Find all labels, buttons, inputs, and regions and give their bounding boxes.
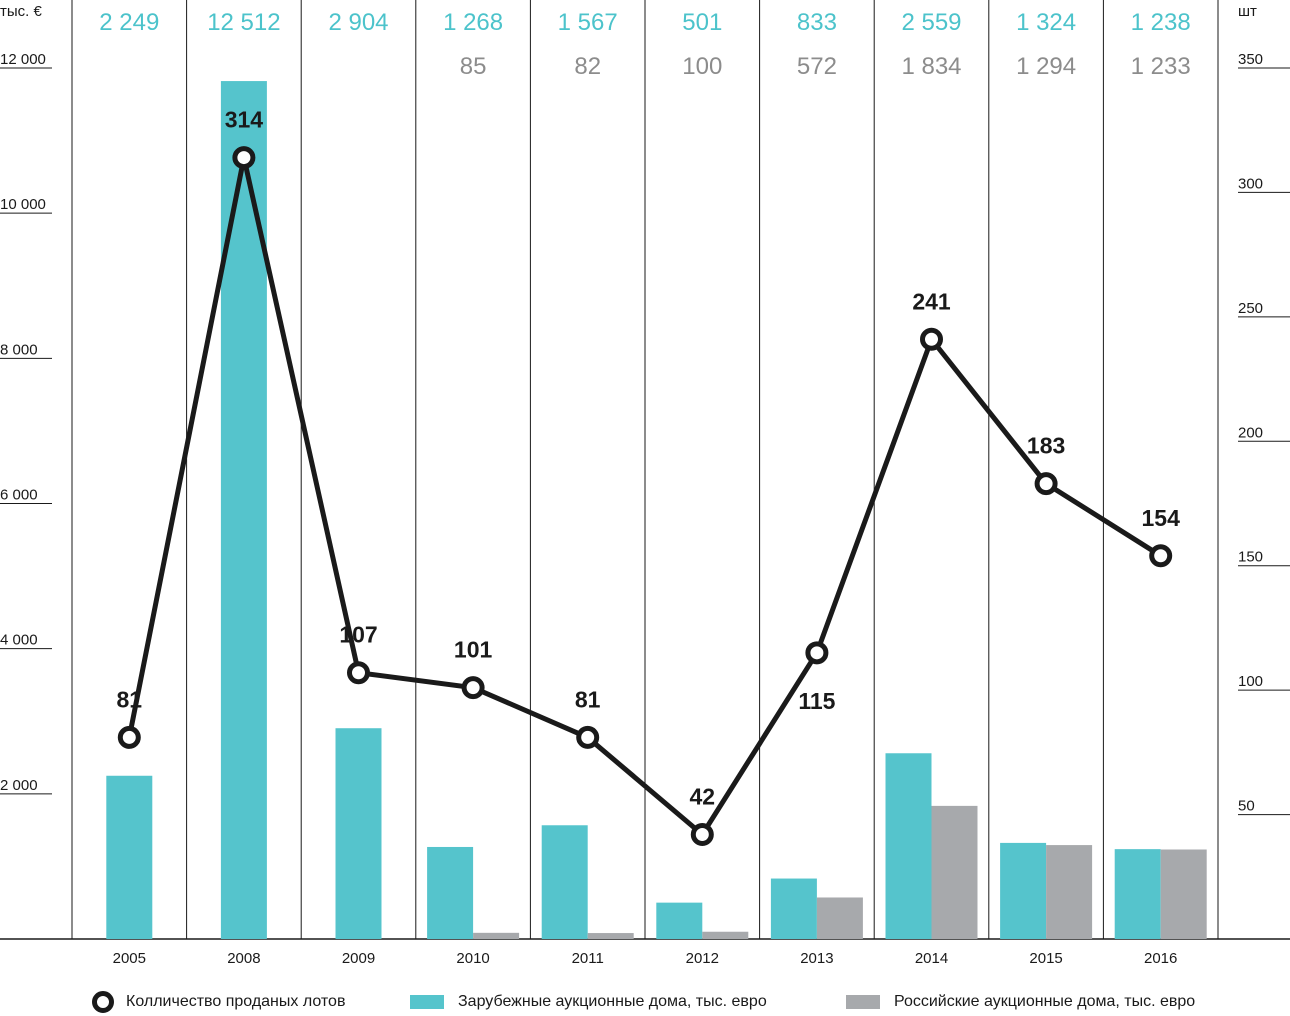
foreign-value-label: 1 324 bbox=[1016, 9, 1076, 36]
lots-value-label: 42 bbox=[690, 783, 716, 809]
right-tick-label: 100 bbox=[1238, 673, 1263, 690]
russian-bar bbox=[473, 932, 520, 939]
russian-bar bbox=[1046, 845, 1093, 939]
grid bbox=[0, 0, 1290, 940]
left-tick-label: 2 000 bbox=[0, 777, 38, 794]
foreign-value-label: 1 238 bbox=[1131, 9, 1191, 36]
foreign-bar bbox=[885, 753, 932, 939]
year-label: 2011 bbox=[572, 950, 604, 967]
right-tick-label: 350 bbox=[1238, 51, 1263, 68]
foreign-bar bbox=[427, 846, 474, 939]
right-tick-label: 150 bbox=[1238, 549, 1263, 566]
legend-circle-icon bbox=[92, 991, 114, 1013]
legend-russian: Российские аукционные дома, тыс. евро bbox=[846, 988, 1195, 1016]
year-label: 2012 bbox=[686, 950, 719, 967]
lots-value-label: 101 bbox=[454, 637, 493, 663]
lots-point bbox=[461, 676, 485, 700]
year-label: 2005 bbox=[113, 950, 146, 967]
russian-value-label: 85 bbox=[460, 53, 487, 80]
russian-value-label: 100 bbox=[682, 53, 722, 80]
legend-russian-label: Российские аукционные дома, тыс. евро bbox=[894, 993, 1196, 1010]
foreign-bar bbox=[541, 825, 588, 939]
bars bbox=[106, 81, 1207, 939]
year-label: 2009 bbox=[342, 950, 375, 967]
foreign-bar bbox=[106, 775, 153, 939]
russian-bar bbox=[931, 805, 978, 939]
lots-point bbox=[347, 661, 370, 685]
year-label: 2008 bbox=[227, 950, 260, 967]
russian-value-label: 1 294 bbox=[1016, 53, 1076, 80]
russian-value-label: 572 bbox=[797, 53, 837, 80]
left-tick-label: 4 000 bbox=[0, 632, 38, 649]
foreign-value-label: 1 268 bbox=[443, 9, 503, 36]
legend-foreign-label: Зарубежные аукционные дома, тыс. евро bbox=[458, 993, 767, 1010]
legend-russian-swatch-icon bbox=[846, 995, 880, 1009]
lots-point bbox=[920, 327, 943, 351]
russian-bar bbox=[702, 931, 749, 939]
lots-point bbox=[117, 725, 141, 749]
lots-value-label: 154 bbox=[1142, 505, 1181, 531]
year-label: 2015 bbox=[1029, 950, 1062, 967]
foreign-bar bbox=[1000, 842, 1047, 939]
right-tick-label: 50 bbox=[1238, 798, 1255, 815]
lots-line bbox=[126, 157, 1163, 839]
left-tick-label: 12 000 bbox=[0, 51, 46, 68]
year-label: 2016 bbox=[1144, 950, 1177, 967]
left-tick-label: 6 000 bbox=[0, 487, 38, 504]
lots-value-label: 107 bbox=[339, 622, 377, 648]
russian-value-label: 82 bbox=[574, 53, 601, 80]
lots-value-label: 241 bbox=[912, 288, 951, 314]
year-label: 2014 bbox=[915, 950, 948, 967]
right-tick-label: 250 bbox=[1238, 300, 1263, 317]
line-series bbox=[117, 146, 1173, 846]
lots-point bbox=[232, 146, 256, 170]
lots-point bbox=[1034, 472, 1058, 496]
russian-bar bbox=[587, 933, 634, 939]
foreign-value-label: 833 bbox=[797, 9, 837, 36]
foreign-bar bbox=[220, 81, 267, 939]
legend-foreign: Зарубежные аукционные дома, тыс. евро bbox=[410, 988, 767, 1016]
russian-bar bbox=[816, 897, 863, 939]
left-axis-unit: тыс. € bbox=[0, 3, 42, 20]
lots-point bbox=[690, 822, 714, 846]
lots-value-label: 183 bbox=[1027, 433, 1065, 459]
left-tick-label: 10 000 bbox=[0, 196, 46, 213]
lots-value-label: 115 bbox=[798, 688, 835, 714]
foreign-value-label: 2 904 bbox=[328, 9, 388, 36]
legend-line: Колличество проданых лотов bbox=[92, 988, 345, 1016]
year-label: 2013 bbox=[800, 950, 833, 967]
labels: 2 000 4 000 6 000 8 000 10 000 12 000 50 100 150… bbox=[0, 9, 1263, 967]
right-axis-unit: шт bbox=[1238, 3, 1257, 20]
foreign-bar bbox=[1114, 849, 1161, 939]
lots-point bbox=[805, 641, 829, 665]
foreign-value-label: 2 559 bbox=[901, 9, 961, 36]
right-tick-label: 300 bbox=[1238, 175, 1263, 192]
lots-point bbox=[1149, 544, 1173, 568]
russian-bar bbox=[1160, 849, 1207, 939]
foreign-bar bbox=[656, 902, 703, 939]
right-tick-label: 200 bbox=[1238, 424, 1263, 441]
foreign-bar bbox=[770, 878, 817, 939]
russian-value-label: 1 834 bbox=[901, 53, 961, 80]
legend-line-label: Колличество проданых лотов bbox=[126, 993, 346, 1010]
russian-value-label: 1 233 bbox=[1131, 53, 1191, 80]
foreign-value-label: 12 512 bbox=[207, 9, 280, 36]
foreign-value-label: 1 567 bbox=[558, 9, 618, 36]
foreign-value-label: 501 bbox=[682, 9, 722, 36]
left-tick-label: 8 000 bbox=[0, 341, 38, 358]
lots-value-label: 81 bbox=[117, 686, 143, 712]
legend-foreign-swatch-icon bbox=[410, 995, 444, 1009]
foreign-bar bbox=[335, 728, 382, 939]
lots-point bbox=[576, 725, 600, 749]
lots-value-label: 314 bbox=[225, 107, 264, 133]
lots-value-label: 81 bbox=[575, 686, 601, 712]
auction-chart: 2 000 4 000 6 000 8 000 10 000 12 000 50 100 150… bbox=[0, 0, 1290, 967]
year-label: 2010 bbox=[456, 950, 489, 967]
foreign-value-label: 2 249 bbox=[99, 9, 159, 36]
